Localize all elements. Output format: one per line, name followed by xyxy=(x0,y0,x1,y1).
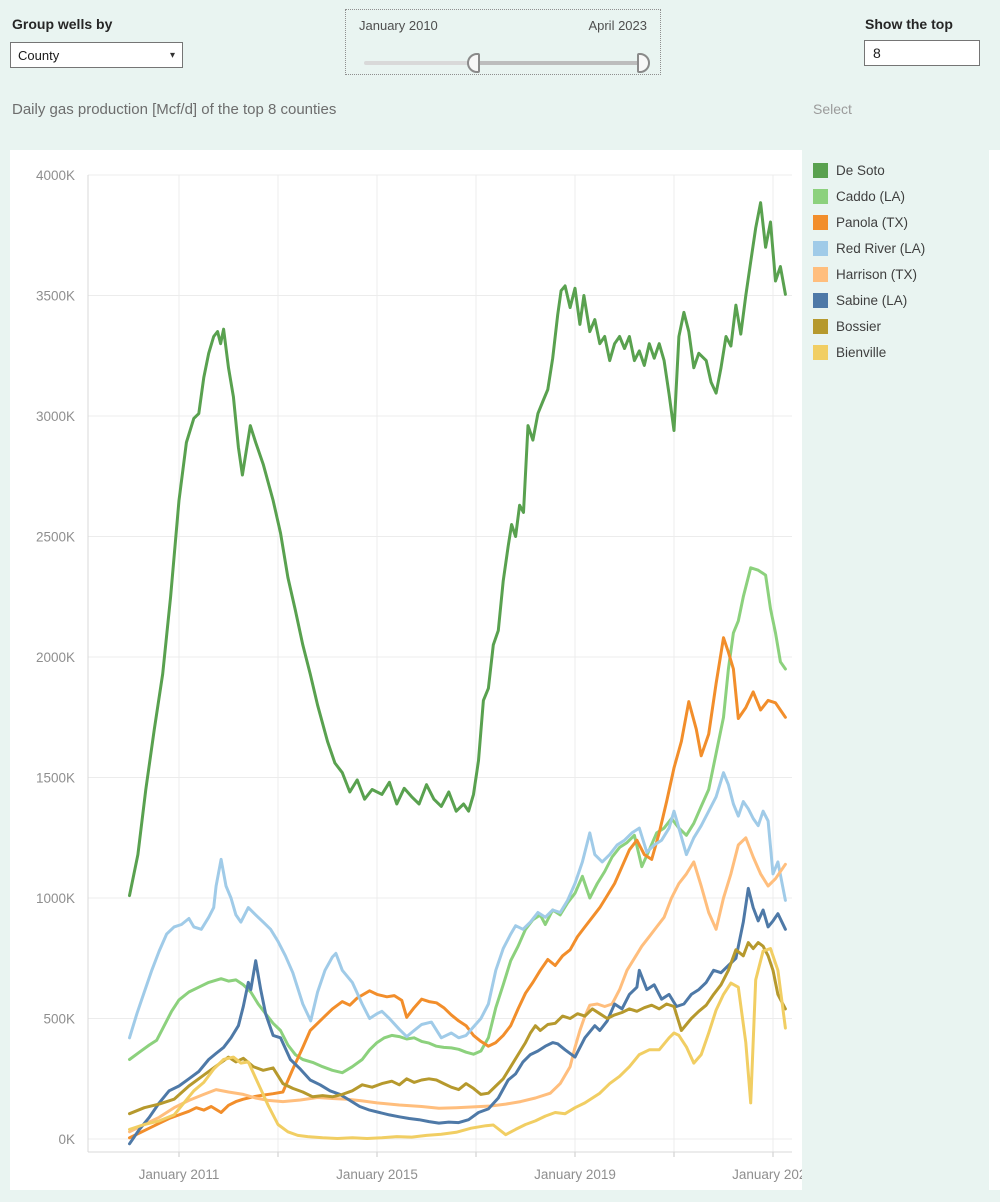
legend-item[interactable]: Sabine (LA) xyxy=(813,287,983,313)
slider-selected-range[interactable] xyxy=(473,61,644,65)
y-axis-label: 3500K xyxy=(36,289,75,304)
legend-swatch xyxy=(813,266,828,282)
group-by-dropdown[interactable]: County ▾ xyxy=(10,42,183,68)
legend-label: Bienville xyxy=(836,344,887,360)
x-axis-label: January 2011 xyxy=(139,1167,220,1182)
y-axis-label: 1500K xyxy=(36,771,75,786)
legend-item[interactable]: De Soto xyxy=(813,157,983,183)
x-axis-label: January 2019 xyxy=(534,1167,616,1182)
legend-item[interactable]: Panola (TX) xyxy=(813,209,983,235)
legend-label: Red River (LA) xyxy=(836,240,926,256)
legend-label: Panola (TX) xyxy=(836,214,909,230)
legend-swatch xyxy=(813,162,828,178)
series-line-de-soto[interactable] xyxy=(128,201,787,898)
chart-svg[interactable]: 0K 500K 1000K 1500K 2000K 2500K 3000K 3500K 4000… xyxy=(10,150,814,1190)
legend-label: Harrison (TX) xyxy=(836,266,918,282)
group-by-dropdown-value: County xyxy=(18,47,60,63)
legend-swatch xyxy=(813,188,828,204)
series-line-bienville[interactable] xyxy=(128,947,787,1140)
slider-end-label: April 2023 xyxy=(588,18,647,33)
show-top-label: Show the top xyxy=(865,16,953,32)
legend-label: Sabine (LA) xyxy=(836,292,908,308)
legend-label: Bossier xyxy=(836,318,882,334)
chart-panel: 0K 500K 1000K 1500K 2000K 2500K 3000K 3500K 4000… xyxy=(10,150,814,1190)
legend-item[interactable]: Bossier xyxy=(813,313,983,339)
legend-item[interactable]: Red River (LA) xyxy=(813,235,983,261)
date-range-slider: January 2010 April 2023 xyxy=(345,9,661,75)
chart-title: Daily gas production [Mcf/d] of the top … xyxy=(12,101,337,118)
legend: De Soto Caddo (LA) Panola (TX) Red River (L… xyxy=(813,157,983,365)
legend-swatch xyxy=(813,214,828,230)
y-axis-label: 1000K xyxy=(36,891,75,906)
y-axis-label: 4000K xyxy=(36,168,75,183)
legend-swatch xyxy=(813,344,828,360)
x-axis-label: January 2023 xyxy=(732,1167,802,1182)
legend-swatch xyxy=(813,292,828,308)
slider-right-handle[interactable] xyxy=(637,53,650,73)
slider-start-label: January 2010 xyxy=(359,18,438,33)
series-line-caddo-la-[interactable] xyxy=(128,566,787,1075)
legend-item[interactable]: Caddo (LA) xyxy=(813,183,983,209)
show-top-input[interactable] xyxy=(864,40,980,66)
legend-label: De Soto xyxy=(836,162,885,178)
slider-left-handle[interactable] xyxy=(467,53,481,73)
y-axis-label: 3000K xyxy=(36,409,75,424)
legend-swatch xyxy=(813,318,828,334)
chevron-down-icon: ▾ xyxy=(169,50,175,61)
series-line-bossier[interactable] xyxy=(128,941,787,1116)
series-line-red-river-la-[interactable] xyxy=(128,771,787,1040)
legend-item[interactable]: Harrison (TX) xyxy=(813,261,983,287)
y-axis-label: 2500K xyxy=(36,530,75,545)
legend-item[interactable]: Bienville xyxy=(813,339,983,365)
y-axis-label: 500K xyxy=(43,1012,75,1027)
series-line-sabine-la-[interactable] xyxy=(128,886,787,1146)
y-axis-label: 0K xyxy=(58,1132,75,1147)
legend-swatch xyxy=(813,240,828,256)
legend-label: Caddo (LA) xyxy=(836,188,906,204)
group-by-label: Group wells by xyxy=(12,16,113,32)
right-margin-strip xyxy=(989,150,1000,1190)
x-axis-label: January 2015 xyxy=(336,1167,418,1182)
y-axis-label: 2000K xyxy=(36,650,75,665)
legend-title: Select xyxy=(813,101,852,117)
